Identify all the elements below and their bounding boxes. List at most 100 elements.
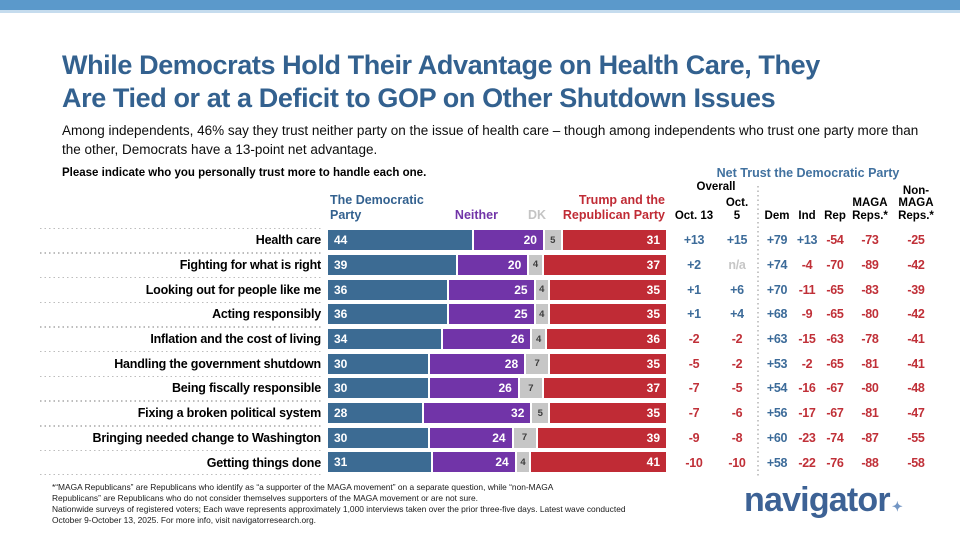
bar-value: 28 (334, 406, 348, 421)
net-value: -8 (731, 430, 743, 445)
issue-row: Acting responsibly 36 25 4 35 +1 +4 +68 -9 -65 -80… (40, 301, 940, 327)
row-label: Inflation and the cost of living (40, 326, 325, 352)
bar-value: 32 (511, 406, 525, 421)
net-value: -65 (826, 307, 844, 322)
net-value: n/a (728, 258, 746, 273)
stacked-bar: 39 20 4 37 (328, 254, 666, 275)
net-value: +58 (766, 455, 788, 470)
net-value: -70 (826, 258, 844, 273)
bar-segment-dk: 7 (526, 353, 549, 374)
net-value: -54 (826, 233, 844, 248)
row-label: Being fiscally responsible (40, 375, 325, 401)
net-value: -16 (798, 381, 816, 396)
net-value: -5 (731, 381, 743, 396)
net-value: -22 (798, 455, 816, 470)
net-value: -17 (798, 406, 816, 421)
bar-cell: 36 25 4 35 (325, 302, 667, 327)
row-label: Looking out for people like me (40, 276, 325, 302)
issue-row: Fighting for what is right 39 20 4 37 +2 n/a +7… (40, 252, 940, 278)
bar-value: 39 (646, 430, 660, 445)
bar-value: 5 (550, 234, 556, 246)
stacked-bar: 34 26 4 36 (328, 329, 667, 350)
net-table-group-overall: Overall (696, 181, 736, 193)
net-value: -15 (798, 332, 816, 347)
chart-rows: Health care 44 20 5 31 +13 +15 +79 +13 -54 -73 -25 F… (40, 227, 940, 476)
net-value: -47 (907, 406, 925, 421)
stacked-bar: 31 24 4 41 (328, 452, 666, 473)
net-table-title: Net Trust the Democratic Party (716, 166, 900, 180)
bar-value: 37 (646, 257, 660, 272)
logo-text: navigator (744, 481, 891, 519)
footnote: *“MAGA Republicans” are Republicans who … (52, 482, 732, 526)
net-value: -87 (861, 430, 879, 445)
issue-row: Looking out for people like me 36 25 4 35 +1 +… (40, 276, 940, 302)
net-value: -7 (688, 381, 700, 396)
issue-row: Being fiscally responsible 30 26 7 37 -7 -5 +54… (40, 375, 940, 401)
bar-cell: 31 24 4 41 (325, 450, 666, 475)
net-table-divider (757, 186, 759, 476)
page-title: While Democrats Hold Their Advantage on … (62, 49, 922, 115)
net-value: +74 (766, 258, 788, 273)
net-value: -23 (798, 430, 816, 445)
bar-value: 5 (537, 407, 543, 419)
bar-segment-gop: 41 (531, 452, 666, 473)
bar-segment-nei: 25 (449, 304, 534, 325)
bar-value: 31 (646, 233, 660, 248)
net-value: +54 (766, 381, 788, 396)
net-value: +2 (687, 258, 701, 273)
bar-value: 25 (514, 282, 528, 297)
col-header-oct5: Oct. 5 (725, 197, 749, 223)
footnote-line-1: *“MAGA Republicans” are Republicans who … (52, 482, 554, 492)
net-value: +63 (766, 332, 788, 347)
bar-segment-dk: 4 (532, 329, 545, 350)
net-value: -9 (688, 430, 700, 445)
issue-row: Getting things done 31 24 4 41 -10 -10 +58 -22 -7… (40, 449, 940, 476)
net-value: -2 (731, 332, 743, 347)
legend-republican-party: Trump and the Republican Party (562, 193, 665, 222)
net-value: -67 (826, 381, 844, 396)
net-value: +13 (796, 233, 818, 248)
net-values: -9 -8 +60 -23 -74 -87 -55 (666, 426, 940, 451)
bar-value: 37 (646, 381, 661, 396)
title-line-2: Are Tied or at a Deficit to GOP on Other… (62, 83, 776, 113)
net-value: -10 (728, 455, 746, 470)
net-value: -81 (861, 406, 879, 421)
col-header-oct13: Oct. 13 (674, 210, 714, 223)
bar-value: 20 (523, 233, 537, 248)
stacked-bar: 44 20 5 31 (328, 230, 666, 251)
bar-value: 39 (334, 257, 348, 272)
bar-segment-dem: 34 (328, 329, 441, 350)
net-values: -10 -10 +58 -22 -76 -88 -58 (666, 450, 940, 475)
footnote-line-3: Nationwide surveys of registered voters;… (52, 504, 626, 514)
stacked-bar: 30 28 7 35 (328, 353, 667, 374)
net-values: -5 -2 +53 -2 -65 -81 -41 (666, 351, 940, 376)
bar-value: 4 (532, 259, 539, 271)
bar-value: 7 (521, 432, 528, 444)
bar-segment-nei: 28 (430, 353, 525, 374)
bar-segment-gop: 35 (550, 304, 667, 325)
net-value: +56 (766, 406, 788, 421)
net-value: +79 (766, 233, 788, 248)
row-label: Acting responsibly (40, 301, 325, 327)
bar-segment-nei: 24 (433, 452, 515, 473)
net-value: -11 (798, 282, 816, 297)
survey-question: Please indicate who you personally trust… (62, 167, 427, 179)
net-value: +1 (687, 282, 701, 297)
bar-value: 26 (511, 332, 525, 347)
net-value: -5 (688, 356, 700, 371)
net-value: -39 (907, 282, 925, 297)
bar-segment-dem: 30 (328, 353, 429, 374)
footnote-line-4: October 9-October 13, 2025. For more inf… (52, 515, 316, 525)
row-label: Getting things done (40, 449, 325, 476)
net-value: -63 (826, 332, 844, 347)
net-value: +1 (687, 307, 701, 322)
row-label: Health care (40, 227, 325, 253)
bar-segment-gop: 35 (550, 279, 667, 300)
net-value: -76 (826, 455, 844, 470)
bar-segment-dk: 4 (529, 254, 542, 275)
bar-segment-gop: 39 (537, 427, 666, 448)
net-value: +53 (766, 356, 788, 371)
bar-segment-dem: 44 (328, 230, 473, 251)
logo-star-icon: ✦ (891, 499, 903, 514)
net-values: +2 n/a +74 -4 -70 -89 -42 (666, 253, 940, 278)
